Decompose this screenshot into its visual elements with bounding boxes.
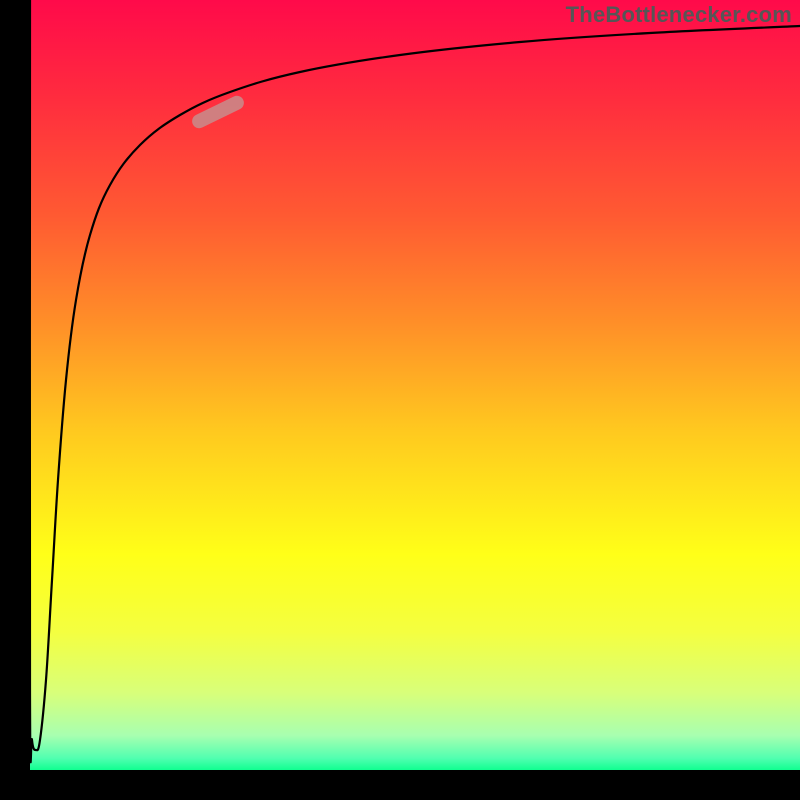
- plot-area: [30, 0, 800, 770]
- highlight-marker: [190, 93, 246, 130]
- watermark-text: TheBottlenecker.com: [566, 2, 792, 28]
- curve-path: [30, 0, 800, 762]
- marker-pill: [190, 93, 246, 130]
- curve-layer: [0, 0, 800, 800]
- bottleneck-curve: [30, 0, 800, 762]
- chart-frame: TheBottlenecker.com: [0, 0, 800, 800]
